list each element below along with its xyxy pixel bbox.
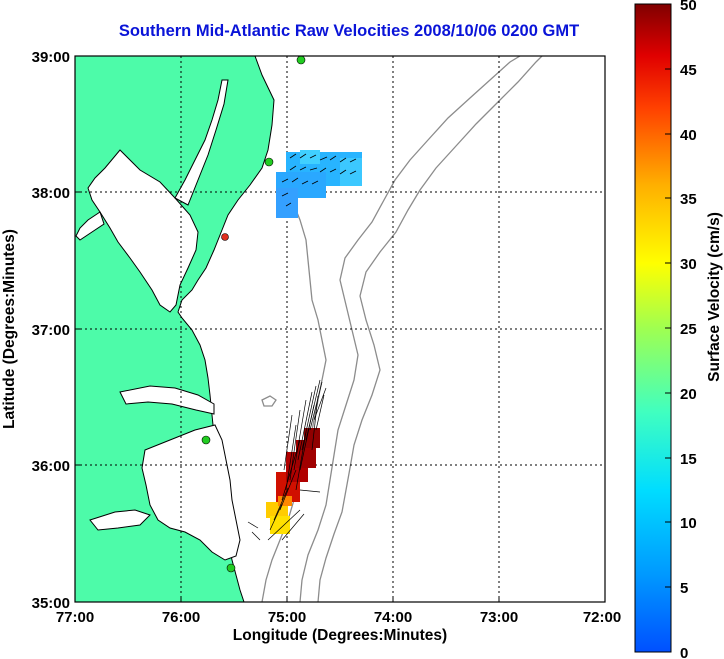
vectors-north (281, 153, 357, 207)
y-tick-label: 39:00 (32, 49, 70, 66)
map-layers (75, 56, 605, 602)
station-marker (221, 233, 229, 241)
station-marker (264, 157, 274, 167)
colorbar-label: Surface Velocity (cm/s) (706, 212, 723, 382)
station-markers (201, 56, 306, 573)
station-marker (201, 435, 211, 445)
colorbar-tick-marks (665, 68, 671, 588)
axis-tick-marks (75, 191, 500, 602)
x-axis-label: Longitude (Degrees:Minutes) (233, 627, 447, 644)
velocity-field-north (276, 150, 362, 218)
x-tick-label: 77:00 (56, 609, 94, 626)
map-title: Southern Mid-Atlantic Raw Velocities 200… (118, 22, 580, 40)
vectors-south (247, 379, 327, 541)
y-tick-label: 38:00 (32, 185, 70, 202)
velocity-field-south (247, 379, 327, 541)
colorbar-tick-label: 15 (680, 451, 697, 468)
colorbar-tick-label: 5 (680, 580, 688, 597)
colorbar-tick-label: 10 (680, 515, 697, 532)
albemarle-sound (119, 385, 215, 415)
chesapeake-bay (87, 149, 199, 313)
colorbar-tick-label: 25 (680, 321, 697, 338)
x-tick-label: 74:00 (374, 609, 412, 626)
colorbar-tick-label: 0 (680, 645, 688, 659)
outer-banks-inlet (89, 509, 151, 531)
colorbar-tick-label: 30 (680, 256, 697, 273)
x-tick-label: 75:00 (268, 609, 306, 626)
y-tick-label: 36:00 (32, 458, 70, 475)
colorbar-tick-label: 50 (680, 0, 697, 14)
colorbar-tick-label: 20 (680, 386, 697, 403)
x-tick-labels: 77:00 76:00 75:00 74:00 73:00 72:00 (56, 609, 621, 626)
contour-shelf-break (299, 56, 521, 602)
colorbar-tick-label: 35 (680, 191, 697, 208)
y-tick-label: 37:00 (32, 322, 70, 339)
x-tick-label: 73:00 (480, 609, 518, 626)
bay-tributary-west (75, 211, 105, 241)
colorbar: 50 45 40 35 30 25 20 15 10 5 0 Surface V… (634, 0, 723, 659)
y-axis-label: Latitude (Degrees:Minutes) (1, 229, 18, 429)
colorbar-tick-label: 40 (680, 127, 697, 144)
y-tick-labels: 39:00 38:00 37:00 36:00 35:00 (32, 49, 70, 612)
station-marker (296, 56, 306, 65)
x-tick-label: 76:00 (162, 609, 200, 626)
bay-tributary-north (174, 79, 229, 206)
contour-seamount (261, 395, 277, 407)
x-tick-label: 72:00 (583, 609, 621, 626)
pamlico-sound (141, 424, 241, 561)
colorbar-tick-label: 45 (680, 62, 697, 79)
station-marker (226, 563, 236, 573)
contour-deep (317, 56, 543, 602)
y-tick-label: 35:00 (32, 595, 70, 612)
